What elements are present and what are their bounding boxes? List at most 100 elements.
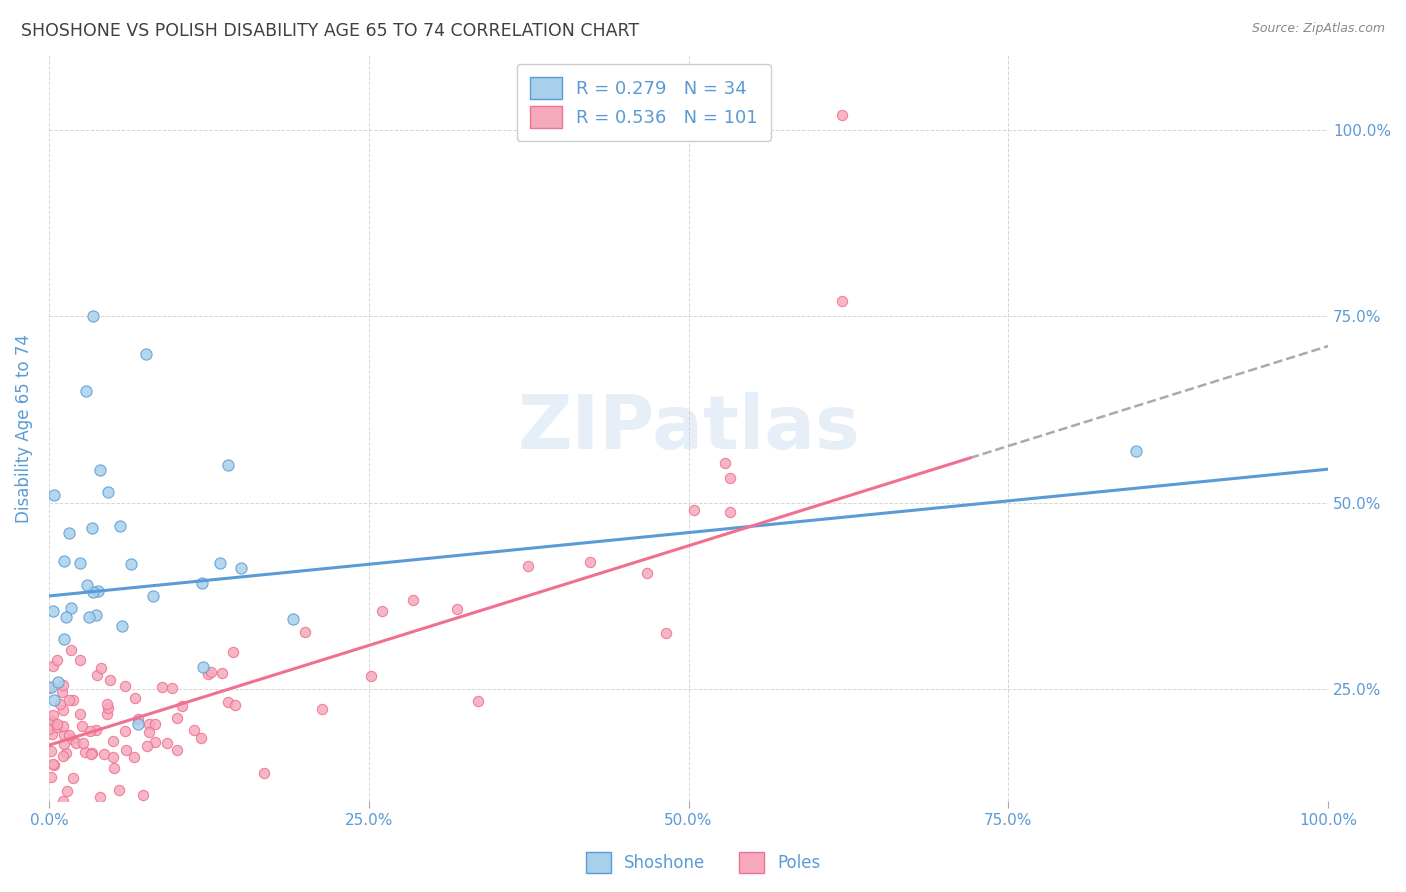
Point bbox=[75, 746, 97, 760]
Point bbox=[217, 695, 239, 709]
Point bbox=[114, 724, 136, 739]
Point bbox=[79, 723, 101, 738]
Point bbox=[65, 736, 87, 750]
Point bbox=[55, 610, 77, 624]
Point bbox=[718, 505, 741, 519]
Point bbox=[51, 685, 73, 699]
Point bbox=[124, 691, 146, 706]
Point bbox=[111, 619, 134, 633]
Point bbox=[402, 593, 425, 607]
Point bbox=[42, 693, 65, 707]
Y-axis label: Disability Age 65 to 74: Disability Age 65 to 74 bbox=[15, 334, 32, 523]
Point bbox=[42, 756, 65, 771]
Point bbox=[108, 782, 131, 797]
Point bbox=[82, 584, 104, 599]
Point bbox=[52, 794, 75, 808]
Legend: R = 0.279   N = 34, R = 0.536   N = 101: R = 0.279 N = 34, R = 0.536 N = 101 bbox=[517, 64, 770, 141]
Point bbox=[45, 720, 67, 734]
Point bbox=[58, 728, 80, 742]
Point bbox=[166, 743, 188, 757]
Point bbox=[46, 653, 69, 667]
Point bbox=[142, 589, 165, 603]
Point bbox=[253, 765, 276, 780]
Point bbox=[80, 746, 103, 760]
Point bbox=[42, 604, 65, 618]
Point bbox=[69, 652, 91, 666]
Text: Source: ZipAtlas.com: Source: ZipAtlas.com bbox=[1251, 22, 1385, 36]
Point bbox=[59, 601, 82, 615]
Point bbox=[183, 723, 205, 737]
Point bbox=[41, 707, 63, 722]
Point bbox=[53, 554, 76, 568]
Point bbox=[209, 556, 232, 570]
Point bbox=[38, 722, 60, 736]
Point bbox=[114, 679, 136, 693]
Point bbox=[89, 789, 111, 804]
Point bbox=[41, 727, 63, 741]
Point bbox=[52, 719, 75, 733]
Point bbox=[62, 771, 84, 785]
Point bbox=[46, 717, 69, 731]
Point bbox=[150, 681, 173, 695]
Point bbox=[211, 665, 233, 680]
Point bbox=[98, 673, 121, 687]
Point bbox=[72, 719, 94, 733]
Point bbox=[200, 665, 222, 679]
Point bbox=[41, 714, 63, 728]
Point bbox=[190, 731, 212, 745]
Point bbox=[101, 749, 124, 764]
Point bbox=[655, 625, 678, 640]
Point bbox=[60, 732, 83, 747]
Point bbox=[831, 294, 853, 309]
Point bbox=[281, 612, 304, 626]
Point bbox=[72, 736, 94, 750]
Point bbox=[229, 561, 252, 575]
Point bbox=[222, 645, 245, 659]
Point bbox=[49, 697, 72, 711]
Point bbox=[138, 725, 160, 739]
Point bbox=[718, 471, 741, 485]
Point bbox=[101, 733, 124, 747]
Point bbox=[517, 559, 540, 574]
Point bbox=[55, 746, 77, 760]
Point bbox=[46, 674, 69, 689]
Point bbox=[79, 747, 101, 761]
Point bbox=[156, 736, 179, 750]
Point bbox=[197, 667, 219, 681]
Point bbox=[52, 748, 75, 763]
Point bbox=[56, 784, 79, 798]
Point bbox=[38, 681, 60, 695]
Point bbox=[39, 680, 62, 694]
Text: ZIPatlas: ZIPatlas bbox=[517, 392, 860, 465]
Point bbox=[39, 744, 62, 758]
Point bbox=[52, 703, 75, 717]
Point bbox=[360, 669, 382, 683]
Point bbox=[87, 584, 110, 599]
Point bbox=[42, 659, 65, 673]
Point bbox=[131, 788, 153, 802]
Point bbox=[191, 576, 214, 591]
Point bbox=[82, 310, 104, 324]
Point bbox=[97, 701, 120, 715]
Point bbox=[69, 556, 91, 570]
Point bbox=[371, 605, 394, 619]
Legend: Shoshone, Poles: Shoshone, Poles bbox=[579, 846, 827, 880]
Point bbox=[44, 758, 66, 772]
Point bbox=[636, 566, 658, 580]
Point bbox=[191, 660, 214, 674]
Point bbox=[42, 487, 65, 501]
Point bbox=[831, 108, 853, 122]
Point bbox=[89, 463, 111, 477]
Text: SHOSHONE VS POLISH DISABILITY AGE 65 TO 74 CORRELATION CHART: SHOSHONE VS POLISH DISABILITY AGE 65 TO … bbox=[21, 22, 640, 40]
Point bbox=[103, 761, 125, 775]
Point bbox=[59, 643, 82, 657]
Point bbox=[38, 713, 60, 727]
Point bbox=[79, 610, 101, 624]
Point bbox=[39, 770, 62, 784]
Point bbox=[86, 723, 108, 738]
Point bbox=[682, 503, 704, 517]
Point bbox=[86, 608, 108, 623]
Point bbox=[97, 484, 120, 499]
Point bbox=[166, 711, 188, 725]
Point bbox=[217, 458, 239, 473]
